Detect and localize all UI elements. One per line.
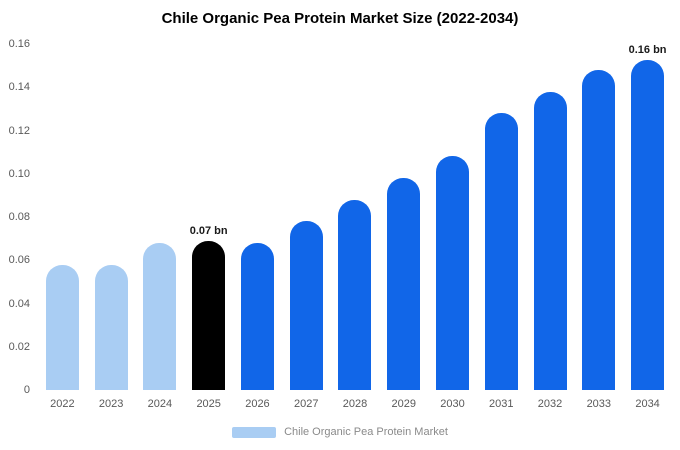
x-tick-label-2032: 2032 (537, 398, 563, 410)
x-tick-label-2031: 2031 (489, 398, 514, 410)
y-tick-label-0: 0 (23, 384, 30, 396)
bar-column-2033 (574, 44, 623, 390)
x-tick-label-2022: 2022 (50, 398, 75, 410)
bar-column-2023 (87, 44, 136, 390)
y-tick-label-0.10: 0.10 (8, 167, 30, 180)
bar-value-label-2034: 0.16 bn (628, 44, 667, 56)
bar-2022 (45, 264, 79, 390)
bar-2033 (582, 69, 616, 390)
bar-2031 (484, 113, 518, 390)
bar-column-2022 (38, 44, 87, 390)
x-tick-label-2034: 2034 (635, 398, 660, 410)
x-tick-label-2023: 2023 (98, 398, 124, 410)
bar-value-label-2025: 0.07 bn (189, 224, 228, 237)
bar-column-2026 (233, 44, 282, 390)
bar-column-2024 (136, 44, 185, 390)
x-tick-label-2024: 2024 (147, 398, 173, 410)
y-tick-label-0.16: 0.16 (8, 38, 30, 50)
y-tick-label-0.14: 0.14 (8, 81, 30, 94)
bar-2029 (387, 178, 421, 390)
y-tick-label-0.06: 0.06 (8, 254, 30, 267)
legend-label: Chile Organic Pea Protein Market (284, 426, 448, 438)
x-tick-label-2027: 2027 (293, 398, 319, 410)
y-axis: 0.16 0.14 0.12 0.10 0.08 0.06 0.04 0.02 0 (0, 38, 32, 396)
x-tick-label-2025: 2025 (196, 398, 221, 410)
x-tick-label-2028: 2028 (342, 398, 368, 410)
y-tick-label-0.04: 0.04 (8, 297, 30, 310)
bar-2023 (94, 264, 128, 390)
bar-2024 (143, 242, 177, 390)
x-axis: 2022 2023 2024 2025 2026 2027 2028 2029 2030 2031… (38, 398, 672, 410)
chart-title: Chile Organic Pea Protein Market Size (2… (161, 10, 519, 27)
y-tick-label-0.12: 0.12 (8, 124, 30, 137)
x-tick-label-2026: 2026 (245, 398, 270, 410)
bar-2027 (289, 221, 323, 390)
bar-column-2032 (526, 44, 575, 390)
bar-2028 (338, 199, 372, 390)
bar-column-2029 (379, 44, 428, 390)
y-tick-label-0.08: 0.08 (8, 211, 30, 223)
x-tick-label-2033: 2033 (586, 398, 612, 410)
legend-swatch (232, 426, 277, 438)
bar-column-2034: 0.16 bn (623, 44, 672, 390)
legend: Chile Organic Pea Protein Market (0, 426, 680, 438)
x-tick-label-2029: 2029 (391, 398, 416, 410)
y-tick-label-0.02: 0.02 (8, 340, 30, 353)
bar-column-2025: 0.07 bn (184, 44, 233, 390)
bar-2030 (436, 156, 469, 390)
plot-area: 0.07 bn 0.16 bn (38, 44, 672, 390)
x-tick-label-2030: 2030 (440, 398, 465, 410)
bar-column-2027 (282, 44, 331, 390)
bar-column-2028 (331, 44, 380, 390)
bar-column-2031 (477, 44, 526, 390)
bar-2034 (631, 60, 665, 390)
bar-2026 (240, 242, 274, 390)
bar-2025 (192, 240, 226, 390)
bar-column-2030 (428, 44, 477, 390)
bar-2032 (533, 91, 567, 390)
